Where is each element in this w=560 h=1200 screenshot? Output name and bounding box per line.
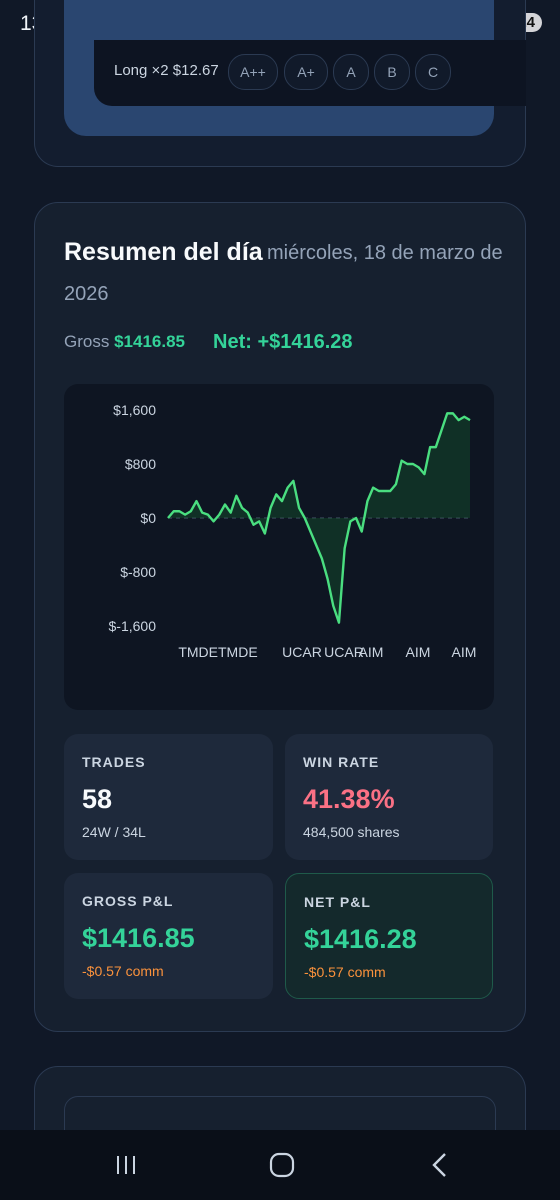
y-tick-label: $-800 (120, 564, 156, 580)
recent-apps-icon (117, 1156, 135, 1174)
pnl-line (167, 412, 471, 624)
back-icon (432, 1153, 446, 1177)
net-pl-value: $1416.28 (304, 924, 417, 954)
trade-plan-label: Long ×2 $12.67 (114, 62, 219, 79)
trades-tile: TRADES 58 24W / 34L (64, 734, 273, 860)
grade-button-a[interactable]: A (333, 54, 369, 90)
net-summary: Net: +$1416.28 (213, 331, 353, 353)
trades-value: 58 (82, 784, 113, 814)
grade-button-b[interactable]: B (374, 54, 410, 90)
gross-value: $1416.85 (114, 332, 185, 351)
x-tick-label: UCAR (282, 644, 322, 660)
x-tick-label: TMDETMDE (178, 644, 257, 660)
y-tick-label: $800 (125, 456, 156, 472)
y-tick-label: $1,600 (113, 402, 156, 418)
win-rate-sub: 484,500 shares (303, 824, 400, 840)
trades-label: TRADES (82, 754, 146, 770)
summary-title: Resumen del día (64, 238, 263, 266)
grade-button-a-plus[interactable]: A+ (284, 54, 328, 90)
net-pl-tile: NET P&L $1416.28 -$0.57 comm (285, 873, 493, 999)
summary-date: miércoles, 18 de marzo de (267, 242, 503, 264)
win-rate-label: WIN RATE (303, 754, 380, 770)
pnl-chart-svg: $1,600 $800 $0 $-800 $-1,600 TMDETMDE UCAR UCAR… (109, 402, 477, 660)
gross-summary: Gross $1416.85 (64, 332, 185, 352)
gross-pl-tile: GROSS P&L $1416.85 -$0.57 comm (64, 873, 273, 999)
x-tick-label: AIM (406, 644, 431, 660)
y-tick-label: $-1,600 (109, 618, 157, 634)
gross-label: Gross (64, 332, 110, 351)
x-tick-label: UCAR (324, 644, 364, 660)
net-pl-sub: -$0.57 comm (304, 964, 386, 980)
net-pl-label: NET P&L (304, 894, 371, 910)
y-tick-label: $0 (140, 510, 156, 526)
recent-apps-button[interactable] (106, 1148, 146, 1182)
grade-button-a-plus-plus[interactable]: A++ (228, 54, 278, 90)
win-rate-tile: WIN RATE 41.38% 484,500 shares (285, 734, 493, 860)
x-tick-label: AIM (359, 644, 384, 660)
trades-sub: 24W / 34L (82, 824, 146, 840)
back-button[interactable] (420, 1148, 460, 1182)
win-rate-value: 41.38% (303, 784, 395, 814)
system-nav-bar (0, 1130, 560, 1200)
pnl-area (168, 413, 470, 623)
grade-button-c[interactable]: C (415, 54, 451, 90)
home-icon (269, 1152, 295, 1178)
summary-date-year: 2026 (64, 283, 109, 305)
home-button[interactable] (262, 1148, 302, 1182)
gross-pl-sub: -$0.57 comm (82, 963, 164, 979)
gross-pl-value: $1416.85 (82, 923, 195, 953)
x-tick-label: AIM (452, 644, 477, 660)
gross-pl-label: GROSS P&L (82, 893, 174, 909)
pnl-chart: $1,600 $800 $0 $-800 $-1,600 TMDETMDE UCAR UCAR… (64, 384, 494, 710)
